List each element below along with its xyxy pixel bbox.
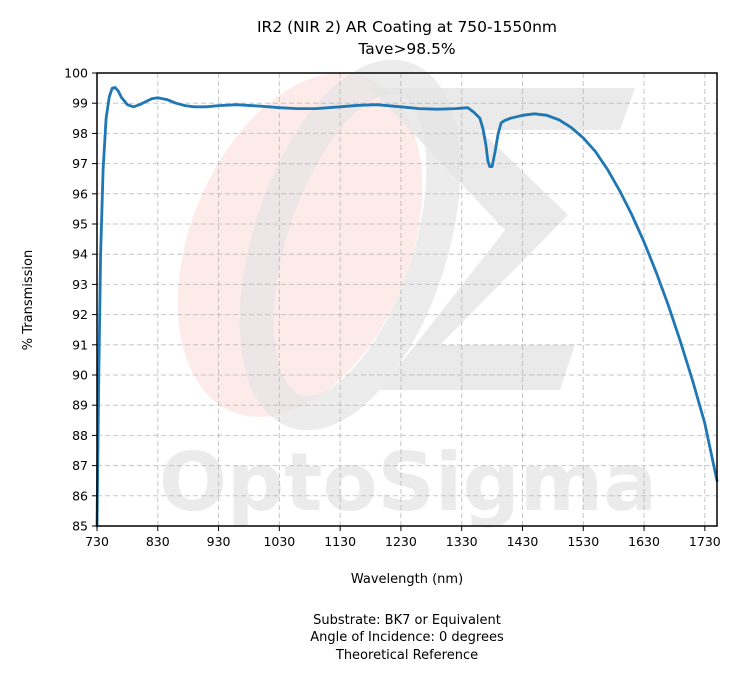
x-tick-label: 1430 (507, 534, 539, 549)
chart-svg: OptoSigma 730 830 930 1030 1130 1230 1330 1430 1… (21, 59, 721, 587)
y-tick-label: 100 (64, 66, 88, 81)
y-tick-label: 96 (72, 186, 88, 201)
x-tick-label: 1130 (324, 534, 356, 549)
x-axis-label: Wavelength (nm) (351, 572, 463, 587)
plot-frame (96, 72, 718, 527)
substrate-note: Substrate: BK7 or Equivalent (313, 613, 501, 628)
angle-note: Angle of Incidence: 0 degrees (310, 630, 504, 645)
line-layer (95, 86, 719, 528)
y-tick-label: 90 (72, 368, 88, 383)
transmission-series-line (95, 86, 719, 528)
y-tick-label: 95 (72, 217, 88, 232)
chart-subtitle: Tave>98.5% (358, 40, 456, 58)
y-tick-label: 92 (72, 307, 88, 322)
y-tick-label: 91 (72, 337, 88, 352)
y-tick-label: 89 (72, 398, 88, 413)
x-tick-label: 1730 (689, 534, 721, 549)
x-tick-label: 1030 (263, 534, 295, 549)
x-tick-label: 930 (207, 534, 231, 549)
x-tick-label: 1530 (567, 534, 599, 549)
watermark-text: OptoSigma (159, 436, 657, 529)
y-axis-label: % Transmission (21, 250, 36, 350)
x-tick-label: 1330 (446, 534, 478, 549)
y-tick-label: 97 (72, 156, 88, 171)
y-tick-label: 99 (72, 96, 88, 111)
y-tick-label: 94 (72, 247, 88, 262)
y-tick-label: 85 (72, 519, 88, 534)
y-tick-label: 86 (72, 488, 88, 503)
optosigma-watermark-logo: OptoSigma (159, 59, 657, 529)
x-tick-label: 830 (146, 534, 170, 549)
x-tick-label: 730 (85, 534, 109, 549)
x-tick-label: 1230 (385, 534, 417, 549)
y-tick-label: 87 (72, 458, 88, 473)
ticks-layer: 730 830 930 1030 1130 1230 1330 1430 1530 1630 173… (64, 66, 721, 550)
chart-title: IR2 (NIR 2) AR Coating at 750-1550nm (256, 18, 557, 36)
y-tick-label: 98 (72, 126, 88, 141)
y-tick-label: 93 (72, 277, 88, 292)
y-tick-label: 88 (72, 428, 88, 443)
reference-note: Theoretical Reference (335, 648, 479, 663)
x-tick-label: 1630 (628, 534, 660, 549)
